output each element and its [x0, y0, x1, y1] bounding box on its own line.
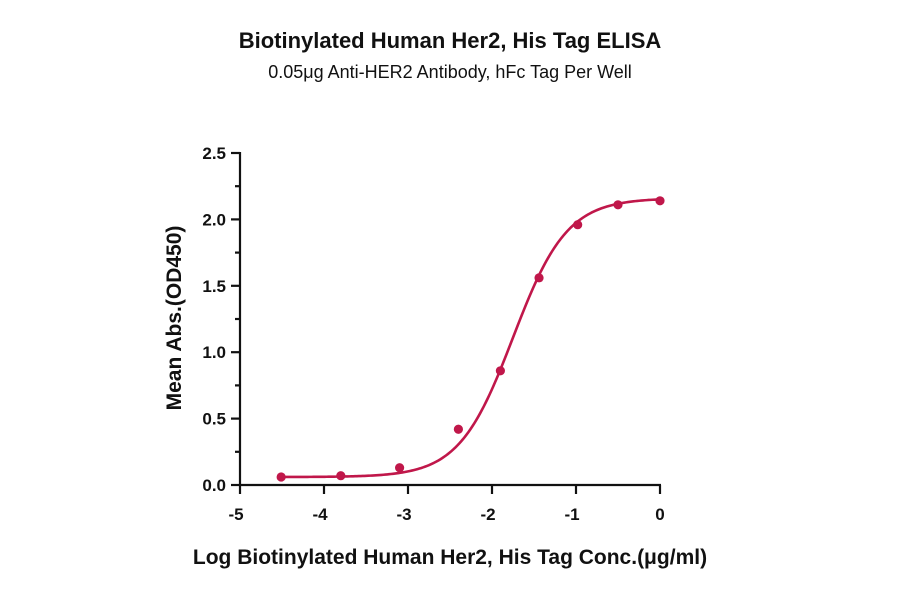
- x-tick-label: -5: [228, 505, 243, 524]
- y-tick-label: 0.5: [202, 410, 226, 429]
- fit-curve: [281, 198, 661, 479]
- y-axis-title: Mean Abs.(OD450): [163, 226, 186, 411]
- chart-title: Biotinylated Human Her2, His Tag ELISA: [238, 28, 662, 53]
- data-point: [276, 472, 286, 482]
- y-tick-label: 2.5: [202, 144, 226, 163]
- x-tick-label: -4: [312, 505, 328, 524]
- chart-subtitle: 0.05μg Anti-HER2 Antibody, hFc Tag Per W…: [268, 62, 632, 82]
- data-point: [495, 366, 505, 376]
- data-points-layer: [276, 196, 665, 482]
- axes: 0.0 0.5 1.0 1.5 2.0 2.5 -5 -4 -3 -2 -1 0: [202, 144, 664, 524]
- data-point: [534, 273, 544, 283]
- x-tick-label: -1: [564, 505, 579, 524]
- data-point: [573, 220, 583, 230]
- y-tick-label: 1.5: [202, 277, 226, 296]
- fit-curve-layer: [281, 198, 661, 479]
- data-point: [613, 200, 623, 210]
- y-tick-label: 0.0: [202, 476, 226, 495]
- y-tick-label: 1.0: [202, 343, 226, 362]
- data-point: [395, 463, 405, 473]
- x-axis-title: Log Biotinylated Human Her2, His Tag Con…: [193, 546, 707, 569]
- x-tick-label: 0: [655, 505, 664, 524]
- x-tick-label: -2: [480, 505, 495, 524]
- data-point: [453, 424, 463, 434]
- data-point: [336, 471, 346, 481]
- x-tick-label: -3: [396, 505, 411, 524]
- data-point: [655, 196, 665, 206]
- y-tick-label: 2.0: [202, 210, 226, 229]
